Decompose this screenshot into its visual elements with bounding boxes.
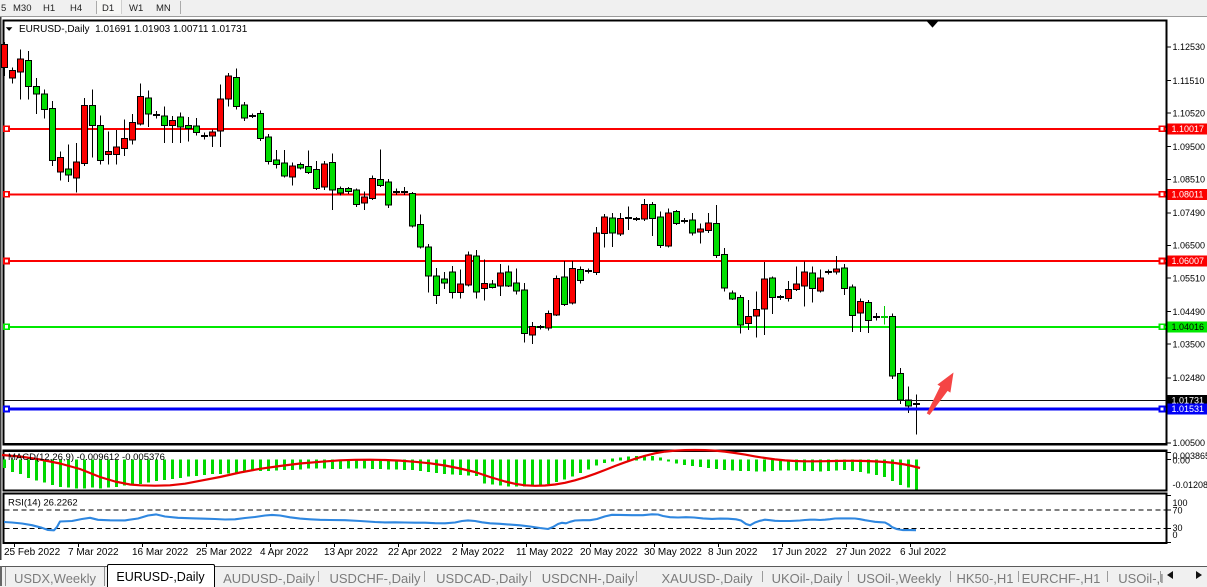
- svg-text:1.11510: 1.11510: [1173, 76, 1205, 86]
- svg-text:25 Feb 2022: 25 Feb 2022: [4, 547, 61, 558]
- svg-text:11 May 2022: 11 May 2022: [516, 547, 574, 558]
- svg-text:16 Mar 2022: 16 Mar 2022: [132, 547, 189, 558]
- svg-text:1.10520: 1.10520: [1173, 108, 1206, 118]
- svg-text:1.02480: 1.02480: [1173, 373, 1206, 383]
- svg-text:2 May 2022: 2 May 2022: [452, 547, 505, 558]
- svg-text:20 May 2022: 20 May 2022: [580, 547, 638, 558]
- svg-text:0: 0: [1173, 530, 1178, 540]
- svg-text:22 Apr 2022: 22 Apr 2022: [388, 547, 442, 558]
- svg-text:0.00: 0.00: [1173, 455, 1191, 465]
- svg-text:1.12530: 1.12530: [1173, 42, 1206, 52]
- svg-text:17 Jun 2022: 17 Jun 2022: [772, 547, 827, 558]
- svg-text:-0.01208: -0.01208: [1173, 480, 1207, 490]
- svg-text:4 Apr 2022: 4 Apr 2022: [260, 547, 309, 558]
- svg-text:27 Jun 2022: 27 Jun 2022: [836, 547, 891, 558]
- svg-text:7 Mar 2022: 7 Mar 2022: [68, 547, 119, 558]
- svg-text:1.10017: 1.10017: [1172, 124, 1205, 134]
- svg-text:6 Jul 2022: 6 Jul 2022: [900, 547, 947, 558]
- svg-text:EURUSD-,Daily 1.01691 1.01903: EURUSD-,Daily 1.01691 1.01903 1.00711 1.…: [19, 24, 248, 35]
- svg-text:1.06007: 1.06007: [1172, 256, 1205, 266]
- svg-text:1.00500: 1.00500: [1173, 438, 1206, 448]
- svg-text:8 Jun 2022: 8 Jun 2022: [708, 547, 758, 558]
- svg-text:1.08510: 1.08510: [1173, 175, 1206, 185]
- svg-text:1.09500: 1.09500: [1173, 142, 1206, 152]
- svg-text:30 May 2022: 30 May 2022: [644, 547, 702, 558]
- svg-text:1.03500: 1.03500: [1173, 339, 1206, 349]
- svg-text:13 Apr 2022: 13 Apr 2022: [324, 547, 378, 558]
- svg-text:1.05510: 1.05510: [1173, 273, 1206, 283]
- svg-text:1.06500: 1.06500: [1173, 241, 1206, 251]
- svg-text:70: 70: [1173, 505, 1183, 515]
- svg-text:1.07490: 1.07490: [1173, 208, 1206, 218]
- svg-text:RSI(14) 26.2262: RSI(14) 26.2262: [8, 498, 78, 509]
- svg-text:MACD(12,26,9) -0.009612 -0.005: MACD(12,26,9) -0.009612 -0.005376: [8, 452, 165, 463]
- svg-text:1.01531: 1.01531: [1172, 404, 1205, 414]
- svg-text:1.08011: 1.08011: [1172, 190, 1204, 200]
- svg-text:1.04016: 1.04016: [1172, 322, 1205, 332]
- svg-text:25 Mar 2022: 25 Mar 2022: [196, 547, 253, 558]
- svg-text:1.04490: 1.04490: [1173, 307, 1206, 317]
